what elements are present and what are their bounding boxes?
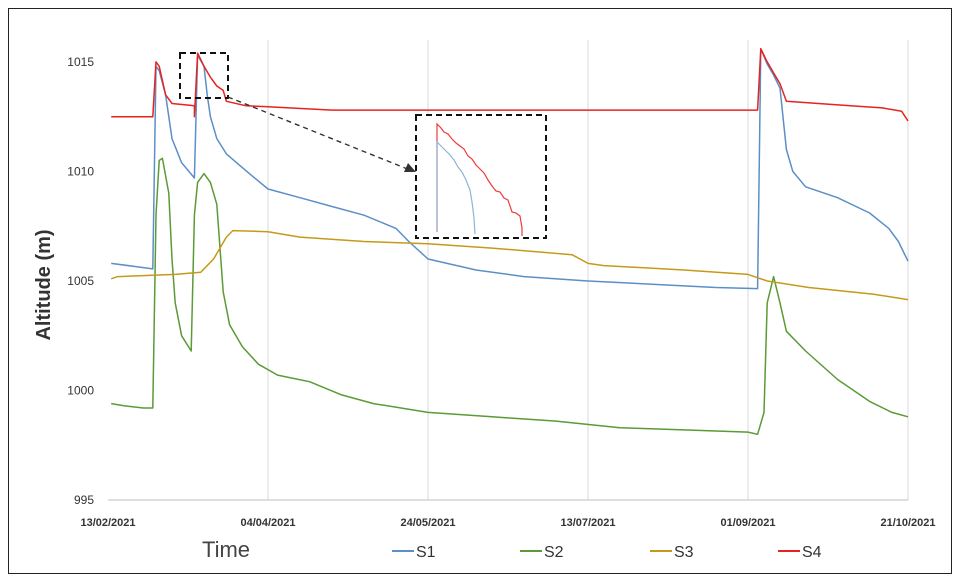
zoom-inset-s4-line	[436, 122, 523, 236]
x-tick-label: 21/10/2021	[880, 517, 935, 529]
series-line-s4	[111, 48, 909, 122]
legend-item-s2: S2	[520, 544, 564, 561]
x-tick-label: 04/04/2021	[240, 517, 295, 529]
zoom-inset-box	[415, 114, 547, 239]
zoom-arrow-line	[227, 96, 411, 171]
y-tick-label: 1000	[67, 383, 94, 397]
y-tick-label: 1005	[67, 274, 94, 288]
zoom-source-box	[179, 52, 229, 99]
legend-item-s3: S3	[650, 544, 694, 561]
legend: S1 S2 S3 S4	[392, 544, 822, 561]
x-tick-labels: 13/02/2021 04/04/2021 24/05/2021 13/07/2021…	[80, 517, 935, 529]
x-axis-label: Time	[202, 537, 250, 562]
legend-item-s1: S1	[392, 544, 436, 561]
y-axis-label: Altitude (m)	[33, 229, 55, 340]
zoom-arrow-head	[404, 163, 416, 172]
legend-label: S1	[416, 544, 436, 561]
legend-label: S2	[544, 544, 564, 561]
zoom-annotation	[179, 52, 547, 239]
series-line-s2	[111, 157, 909, 436]
x-tick-label: 13/02/2021	[80, 517, 135, 529]
y-tick-labels: 995 1000 1005 1010 1015	[67, 55, 94, 507]
y-tick-label: 1015	[67, 55, 94, 69]
series-line-s1	[111, 48, 909, 290]
legend-label: S3	[674, 544, 694, 561]
x-tick-label: 01/09/2021	[720, 517, 775, 529]
series-lines	[110, 48, 909, 436]
series-line-s3	[110, 229, 909, 301]
x-tick-label: 24/05/2021	[400, 517, 455, 529]
y-tick-label: 995	[74, 493, 94, 507]
x-tick-label: 13/07/2021	[560, 517, 615, 529]
grid-layer	[108, 40, 909, 501]
legend-label: S4	[802, 544, 822, 561]
zoom-inset-s1-line	[436, 140, 476, 235]
legend-item-s4: S4	[778, 544, 822, 561]
y-tick-label: 1010	[67, 164, 94, 178]
